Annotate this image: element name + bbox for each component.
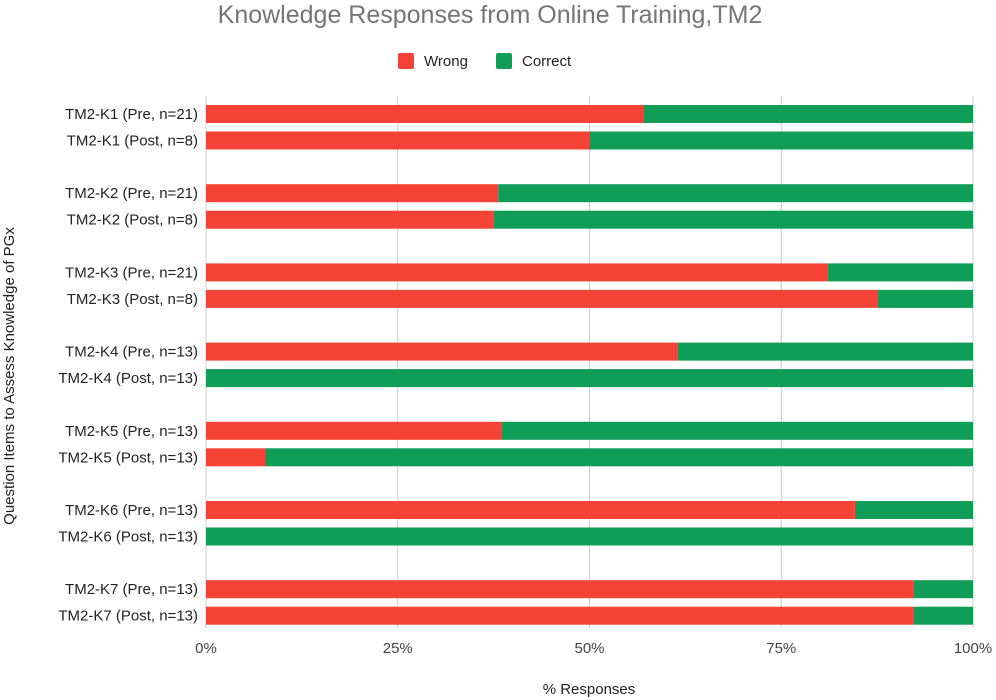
- category-label: TM2-K5 (Post, n=13): [58, 449, 198, 466]
- bars: [206, 105, 974, 625]
- bar-correct-3: [493, 210, 973, 229]
- category-label: TM2-K3 (Pre, n=21): [65, 264, 198, 281]
- bar-correct-10: [854, 501, 973, 519]
- legend-swatch-correct: [496, 53, 512, 69]
- bar-correct-13: [913, 606, 973, 625]
- category-label: TM2-K3 (Post, n=8): [67, 291, 198, 308]
- category-label: TM2-K4 (Pre, n=13): [65, 344, 198, 361]
- chart-title: Knowledge Responses from Online Training…: [218, 1, 763, 29]
- category-label: TM2-K6 (Post, n=13): [58, 529, 198, 546]
- bar-correct-7: [206, 369, 973, 388]
- bar-correct-9: [265, 448, 974, 467]
- legend-swatch-wrong: [398, 53, 414, 69]
- bar-correct-12: [913, 580, 973, 599]
- bar-wrong-3: [206, 210, 494, 229]
- category-label: TM2-K2 (Post, n=8): [67, 212, 198, 229]
- bar-correct-8: [501, 421, 973, 440]
- bar-correct-4: [827, 263, 973, 282]
- grid-lines: [205, 96, 974, 628]
- bar-correct-11: [206, 527, 973, 546]
- bar-wrong-0: [206, 105, 644, 123]
- bar-wrong-1: [206, 131, 590, 150]
- legend: Wrong Correct: [398, 53, 572, 70]
- x-tick-label: 100%: [954, 640, 992, 657]
- category-label: TM2-K1 (Pre, n=21): [65, 106, 198, 123]
- bar-wrong-13: [206, 606, 914, 625]
- legend-label-correct: Correct: [522, 53, 572, 70]
- bar-wrong-5: [206, 289, 878, 308]
- bar-wrong-9: [206, 448, 266, 467]
- category-labels: TM2-K1 (Pre, n=21) TM2-K1 (Post, n=8) TM2-…: [58, 106, 198, 625]
- bar-wrong-12: [206, 580, 914, 599]
- category-label: TM2-K5 (Pre, n=13): [65, 423, 198, 440]
- category-label: TM2-K7 (Post, n=13): [58, 608, 198, 625]
- x-tick-label: 50%: [574, 640, 604, 657]
- category-label: TM2-K1 (Post, n=8): [67, 133, 198, 150]
- category-label: TM2-K4 (Post, n=13): [58, 370, 198, 387]
- category-label: TM2-K7 (Pre, n=13): [65, 581, 198, 598]
- bar-correct-0: [643, 105, 973, 123]
- bar-wrong-4: [206, 263, 828, 282]
- y-axis-title: Question Items to Assess Knowledge of PG…: [1, 227, 18, 525]
- legend-label-wrong: Wrong: [424, 53, 468, 70]
- bar-wrong-6: [206, 342, 678, 361]
- bar-wrong-8: [206, 421, 502, 440]
- bar-correct-2: [498, 184, 973, 203]
- x-tick-label: 0%: [195, 640, 217, 657]
- x-tick-label: 25%: [383, 640, 413, 657]
- x-axis-title: % Responses: [543, 681, 636, 698]
- bar-correct-5: [877, 289, 973, 308]
- bar-wrong-10: [206, 501, 855, 519]
- bar-correct-1: [589, 131, 973, 150]
- bar-correct-6: [677, 342, 973, 361]
- x-tick-labels: 0% 25% 50% 75% 100%: [195, 640, 992, 657]
- category-label: TM2-K2 (Pre, n=21): [65, 185, 198, 202]
- x-tick-label: 75%: [766, 640, 796, 657]
- bar-wrong-2: [206, 184, 499, 203]
- category-label: TM2-K6 (Pre, n=13): [65, 502, 198, 519]
